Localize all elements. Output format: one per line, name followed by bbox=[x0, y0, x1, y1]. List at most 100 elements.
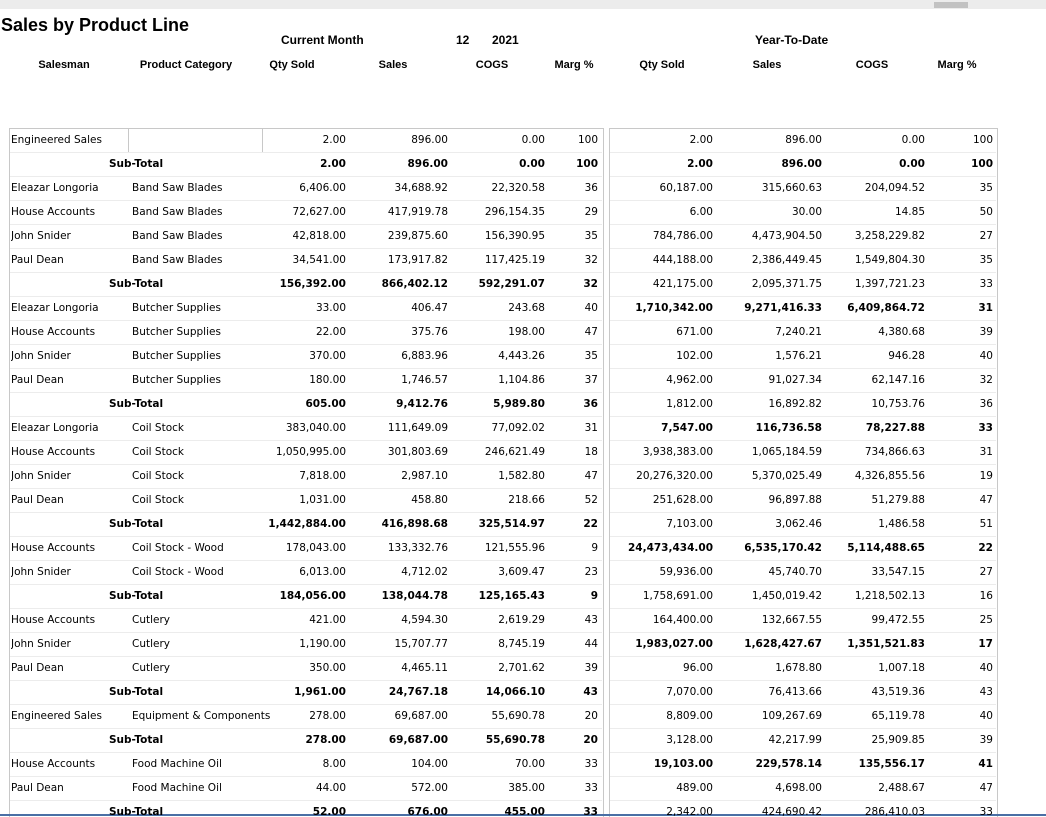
value-cell: 27 bbox=[979, 230, 993, 242]
value-cell: 33 bbox=[979, 806, 993, 817]
row-separator bbox=[610, 632, 996, 633]
row-separator bbox=[10, 176, 602, 177]
current-month-box bbox=[9, 128, 604, 817]
value-cell: 100 bbox=[576, 158, 598, 170]
value-cell: 31 bbox=[584, 422, 598, 434]
value-cell: 102.00 bbox=[676, 350, 713, 362]
value-cell: 2,095,371.75 bbox=[751, 278, 822, 290]
row-separator bbox=[610, 272, 996, 273]
salesman: Eleazar Longoria bbox=[11, 182, 99, 194]
cell-border bbox=[262, 128, 263, 152]
value-cell: 2,619.29 bbox=[498, 614, 545, 626]
scrollbar[interactable] bbox=[0, 0, 1046, 9]
value-cell: 1,450,019.42 bbox=[751, 590, 822, 602]
value-cell: 34,688.92 bbox=[394, 182, 448, 194]
value-cell: 39 bbox=[584, 662, 598, 674]
row-separator bbox=[10, 416, 602, 417]
product-category: Food Machine Oil bbox=[132, 782, 222, 794]
value-cell: 229,578.14 bbox=[755, 758, 822, 770]
row-separator bbox=[610, 704, 996, 705]
value-cell: 45,740.70 bbox=[768, 566, 822, 578]
value-cell: 243.68 bbox=[508, 302, 545, 314]
value-cell: 0.00 bbox=[521, 134, 545, 146]
value-cell: 6,883.96 bbox=[401, 350, 448, 362]
value-cell: 29 bbox=[584, 206, 598, 218]
value-cell: 33 bbox=[584, 758, 598, 770]
value-cell: 1,812.00 bbox=[666, 398, 713, 410]
row-separator bbox=[10, 464, 602, 465]
product-category: Band Saw Blades bbox=[132, 230, 223, 242]
value-cell: 22.00 bbox=[315, 326, 346, 338]
value-cell: 9,271,416.33 bbox=[744, 302, 822, 314]
value-cell: 37 bbox=[584, 374, 598, 386]
cell-border bbox=[128, 128, 129, 152]
subtotal-label: Sub-Total bbox=[109, 278, 164, 290]
value-cell: 592,291.07 bbox=[478, 278, 545, 290]
value-cell: 6.00 bbox=[689, 206, 713, 218]
value-cell: 2.00 bbox=[689, 134, 713, 146]
value-cell: 3,128.00 bbox=[666, 734, 713, 746]
value-cell: 2,386,449.45 bbox=[751, 254, 822, 266]
value-cell: 286,410.03 bbox=[864, 806, 925, 817]
value-cell: 20,276,320.00 bbox=[636, 470, 713, 482]
value-cell: 421.00 bbox=[309, 614, 346, 626]
column-header: Product Category bbox=[139, 59, 233, 71]
value-cell: 1,397,721.23 bbox=[854, 278, 925, 290]
value-cell: 111,649.09 bbox=[387, 422, 448, 434]
value-cell: 19,103.00 bbox=[653, 758, 713, 770]
value-cell: 22 bbox=[583, 518, 598, 530]
value-cell: 3,609.47 bbox=[498, 566, 545, 578]
value-cell: 20 bbox=[583, 734, 598, 746]
subtotal-label: Sub-Total bbox=[109, 734, 164, 746]
value-cell: 444,188.00 bbox=[652, 254, 713, 266]
row-separator bbox=[10, 512, 602, 513]
value-cell: 20 bbox=[584, 710, 598, 722]
value-cell: 52 bbox=[584, 494, 598, 506]
value-cell: 43 bbox=[584, 614, 598, 626]
row-separator bbox=[10, 728, 602, 729]
value-cell: 4,443.26 bbox=[498, 350, 545, 362]
value-cell: 164,400.00 bbox=[652, 614, 713, 626]
row-separator bbox=[10, 656, 602, 657]
value-cell: 39 bbox=[979, 326, 993, 338]
row-separator bbox=[10, 488, 602, 489]
value-cell: 23 bbox=[584, 566, 598, 578]
value-cell: 51 bbox=[979, 518, 993, 530]
value-cell: 100 bbox=[971, 158, 993, 170]
value-cell: 572.00 bbox=[411, 782, 448, 794]
value-cell: 43,519.36 bbox=[871, 686, 925, 698]
value-cell: 35 bbox=[584, 230, 598, 242]
value-cell: 133,332.76 bbox=[387, 542, 448, 554]
row-separator bbox=[10, 248, 602, 249]
value-cell: 1,218,502.13 bbox=[854, 590, 925, 602]
column-header: Sales bbox=[752, 59, 782, 71]
column-header: Qty Sold bbox=[639, 59, 685, 71]
value-cell: 7,070.00 bbox=[666, 686, 713, 698]
row-separator bbox=[10, 536, 602, 537]
value-cell: 406.47 bbox=[411, 302, 448, 314]
value-cell: 7,547.00 bbox=[661, 422, 713, 434]
ytd-label: Year-To-Date bbox=[755, 33, 829, 47]
value-cell: 32 bbox=[583, 278, 598, 290]
scroll-thumb[interactable] bbox=[934, 2, 968, 8]
value-cell: 1,961.00 bbox=[294, 686, 346, 698]
value-cell: 116,736.58 bbox=[755, 422, 822, 434]
value-cell: 246,621.49 bbox=[484, 446, 545, 458]
value-cell: 458.80 bbox=[411, 494, 448, 506]
value-cell: 4,473,904.50 bbox=[751, 230, 822, 242]
value-cell: 1,050,995.00 bbox=[275, 446, 346, 458]
value-cell: 218.66 bbox=[508, 494, 545, 506]
value-cell: 6,535,170.42 bbox=[744, 542, 822, 554]
product-category: Equipment & Components bbox=[132, 710, 271, 722]
value-cell: 121,555.96 bbox=[484, 542, 545, 554]
value-cell: 385.00 bbox=[508, 782, 545, 794]
product-category: Band Saw Blades bbox=[132, 206, 223, 218]
product-category: Coil Stock bbox=[132, 422, 184, 434]
value-cell: 44 bbox=[584, 638, 598, 650]
value-cell: 109,267.69 bbox=[761, 710, 822, 722]
value-cell: 99,472.55 bbox=[871, 614, 925, 626]
value-cell: 2,342.00 bbox=[666, 806, 713, 817]
value-cell: 1,031.00 bbox=[299, 494, 346, 506]
value-cell: 100 bbox=[972, 134, 993, 146]
